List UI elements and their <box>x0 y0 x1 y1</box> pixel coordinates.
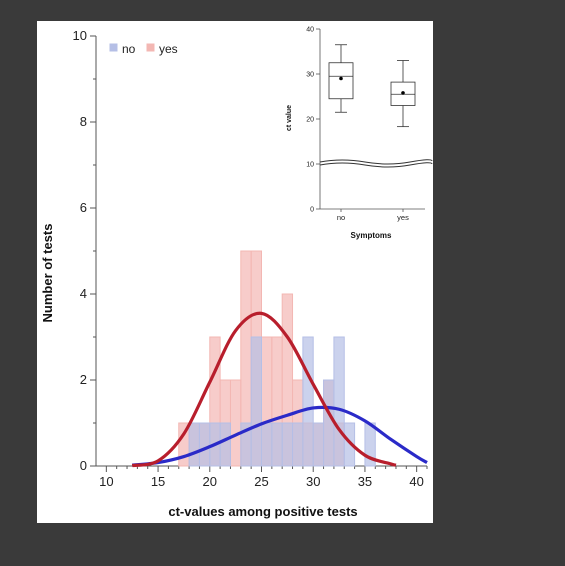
y-tick-label: 4 <box>80 286 87 301</box>
inset-y-tick-label: 20 <box>306 117 314 124</box>
inset-boxplot: 0 10 20 30 40 no yes <box>306 27 433 222</box>
bar-no <box>302 336 314 467</box>
inset-y-tick-label: 40 <box>306 27 314 34</box>
y-tick-label: 0 <box>80 458 87 473</box>
main-bars <box>178 250 376 467</box>
x-tick-label: 15 <box>151 474 165 489</box>
bar-no <box>219 422 231 467</box>
x-tick-label: 20 <box>203 474 217 489</box>
box-mean-point <box>401 91 405 95</box>
inset-x-tick-label: no <box>337 213 345 222</box>
bar-no <box>343 422 356 467</box>
bar-no <box>271 422 283 467</box>
inset-y-tick-label: 0 <box>310 207 314 214</box>
bar-no <box>292 422 304 467</box>
bar-no <box>261 422 273 467</box>
legend-label-yes: yes <box>159 42 178 56</box>
density-curves <box>131 311 428 468</box>
y-tick-label: 6 <box>80 200 87 215</box>
box-mean-point <box>339 76 343 81</box>
inset-y-tick-label: 30 <box>306 72 314 79</box>
density-curve-no <box>132 405 428 467</box>
bar-no <box>312 422 325 467</box>
bar-no <box>198 422 211 467</box>
box-no <box>328 62 354 100</box>
axis-break-line <box>319 159 433 165</box>
x-tick-label: 30 <box>306 474 320 489</box>
inset-x-axis-label: Symptoms <box>351 231 392 240</box>
inset-x-tick-label: yes <box>397 213 409 222</box>
figure-panel: 0 2 4 6 8 10 10 15 20 25 30 35 40 no yes ct-values am… <box>37 21 433 523</box>
bar-no <box>281 422 294 467</box>
x-tick-label: 25 <box>254 474 268 489</box>
y-tick-label: 2 <box>80 372 87 387</box>
density-curve-yes <box>131 311 397 468</box>
x-tick-label: 40 <box>409 474 423 489</box>
inset-y-axis-label: ct value <box>286 105 293 131</box>
y-tick-label: 10 <box>73 28 87 43</box>
bar-yes <box>229 379 242 467</box>
axis-break-line <box>319 162 433 168</box>
bar-no <box>188 422 200 467</box>
y-tick-label: 8 <box>80 114 87 129</box>
x-axis-label: ct-values among positive tests <box>168 504 357 519</box>
y-axis-label: Number of tests <box>40 224 55 323</box>
x-tick-label: 10 <box>99 474 113 489</box>
bar-no <box>333 336 345 467</box>
legend-swatch-yes <box>146 43 155 52</box>
x-tick-label: 35 <box>358 474 372 489</box>
legend-label-no: no <box>122 42 136 56</box>
histogram-chart: 0 2 4 6 8 10 10 15 20 25 30 35 40 no yes ct-values am… <box>40 27 433 519</box>
bar-no <box>323 379 335 467</box>
bar-no <box>250 336 262 467</box>
legend-swatch-no <box>109 43 118 52</box>
inset-y-tick-label: 10 <box>306 162 314 169</box>
main-axes: 0 2 4 6 8 10 10 15 20 25 30 35 40 <box>73 28 428 489</box>
legend: no yes <box>109 42 178 56</box>
